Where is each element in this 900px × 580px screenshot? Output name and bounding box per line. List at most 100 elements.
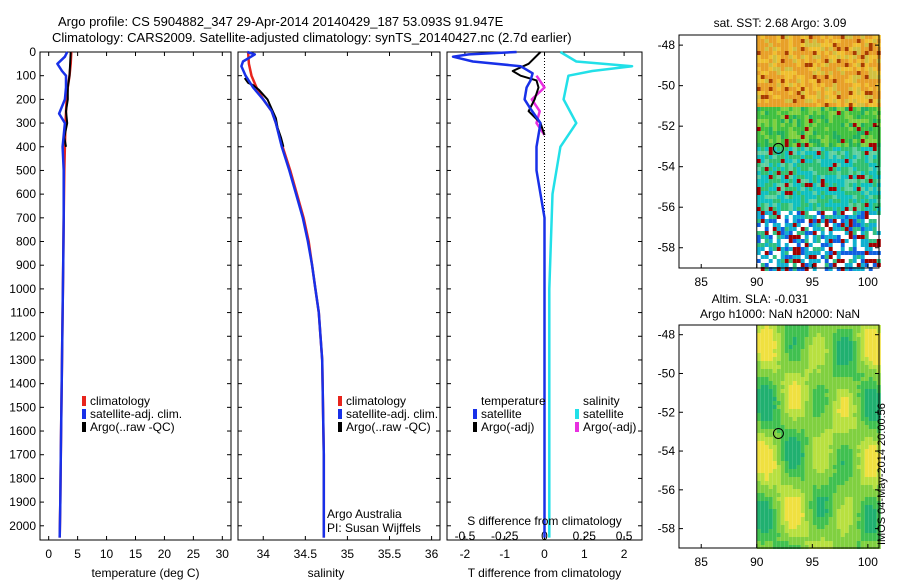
sst-map-cell [840, 163, 845, 167]
sst-map-cell [756, 171, 761, 175]
sst-map-cell [760, 67, 765, 71]
sla-map-cell [808, 385, 813, 389]
sst-map-cell [764, 119, 769, 123]
sst-map-cell [812, 59, 817, 63]
sst-map-cell [832, 243, 837, 247]
sla-map-cell [792, 429, 797, 433]
sla-map-cell [848, 369, 853, 373]
sst-map-cell [788, 71, 793, 75]
sst-map-cell [792, 143, 797, 147]
sla-map-cell [840, 493, 845, 497]
sst-map-cell [776, 75, 781, 79]
sla-map-cell [808, 481, 813, 485]
sst-map-cell [824, 39, 829, 43]
sla-map-cell [772, 481, 777, 485]
sst-map-cell [792, 87, 797, 91]
sla-map-cell [840, 337, 845, 341]
sla-map-cell [788, 369, 793, 373]
sst-map-cell [772, 39, 777, 43]
sst-map-cell [820, 247, 825, 251]
sst-map-cell [796, 123, 801, 127]
sst-map-cell [792, 127, 797, 131]
sla-map-cell [792, 329, 797, 333]
sla-map-cell [784, 429, 789, 433]
sst-map-ytick-label: -52 [658, 119, 676, 133]
sla-map-cell [756, 501, 761, 505]
depth-ytick-label: 0 [29, 45, 36, 59]
sst-map-cell [784, 71, 789, 75]
sst-map-cell [872, 259, 877, 263]
sst-map-cell [828, 107, 833, 111]
sst-map-cell [848, 267, 853, 271]
sla-map-cell [832, 481, 837, 485]
sla-map-cell [764, 525, 769, 529]
sst-map-cell [772, 251, 777, 255]
sst-map-cell [852, 235, 857, 239]
sst-map-cell [864, 215, 869, 219]
sst-map-cell [868, 251, 873, 255]
sla-map-cell [808, 365, 813, 369]
sla-map-cell [768, 485, 773, 489]
sla-map-cell [784, 405, 789, 409]
depth-ytick-label: 1100 [10, 306, 36, 320]
sst-map-cell [776, 143, 781, 147]
sla-map-cell [860, 465, 865, 469]
sst-map-cell [800, 135, 805, 139]
sla-map-cell [768, 401, 773, 405]
sla-map-cell [828, 481, 833, 485]
sst-map-cell [848, 223, 853, 227]
sst-map-cell [768, 67, 773, 71]
sla-map-cell [816, 433, 821, 437]
sst-map-cell [772, 259, 777, 263]
sla-map-cell [852, 477, 857, 481]
sla-map-cell [780, 545, 785, 549]
temperature-xtick-label: 15 [129, 547, 143, 561]
sla-map-cell [844, 449, 849, 453]
sst-map-cell [800, 255, 805, 259]
sla-map-cell [812, 517, 817, 521]
sla-map-cell [856, 341, 861, 345]
sla-map-cell [832, 441, 837, 445]
sla-map-cell [776, 481, 781, 485]
sst-map-cell [756, 127, 761, 131]
sst-map-cell [840, 251, 845, 255]
sst-map-cell [820, 59, 825, 63]
sst-map-cell [784, 239, 789, 243]
sla-map-cell [804, 473, 809, 477]
sla-map-cell [784, 353, 789, 357]
sst-map-cell [756, 263, 761, 267]
sst-map-cell [840, 67, 845, 71]
sla-map-cell [860, 433, 865, 437]
sst-map-cell [756, 83, 761, 87]
sla-map-cell [844, 397, 849, 401]
sla-map-cell [772, 385, 777, 389]
sla-map-cell [836, 325, 841, 329]
sst-map-cell [776, 207, 781, 211]
sla-map-cell [784, 377, 789, 381]
sst-map-cell [868, 259, 873, 263]
sla-map-cell [848, 405, 853, 409]
sst-map-cell [792, 91, 797, 95]
sst-map-cell [788, 167, 793, 171]
sla-map-cell [796, 493, 801, 497]
sla-map-cell [780, 525, 785, 529]
sst-map-cell [784, 191, 789, 195]
sla-map-cell [816, 545, 821, 549]
sst-map-cell [864, 247, 869, 251]
sst-map-cell [816, 87, 821, 91]
sla-map-cell [804, 349, 809, 353]
sla-map-cell [868, 393, 873, 397]
sla-map-cell [844, 429, 849, 433]
sst-map-cell [860, 155, 865, 159]
sst-map-cell [804, 211, 809, 215]
sst-map-cell [760, 151, 765, 155]
sla-map-cell [812, 401, 817, 405]
sla-map-cell [812, 465, 817, 469]
sst-map-cell [820, 175, 825, 179]
sst-map-cell [756, 215, 761, 219]
sst-map-cell [812, 107, 817, 111]
sst-map-cell [788, 59, 793, 63]
sla-map-cell [772, 325, 777, 329]
sst-map-cell [864, 47, 869, 51]
sla-map-cell [856, 493, 861, 497]
